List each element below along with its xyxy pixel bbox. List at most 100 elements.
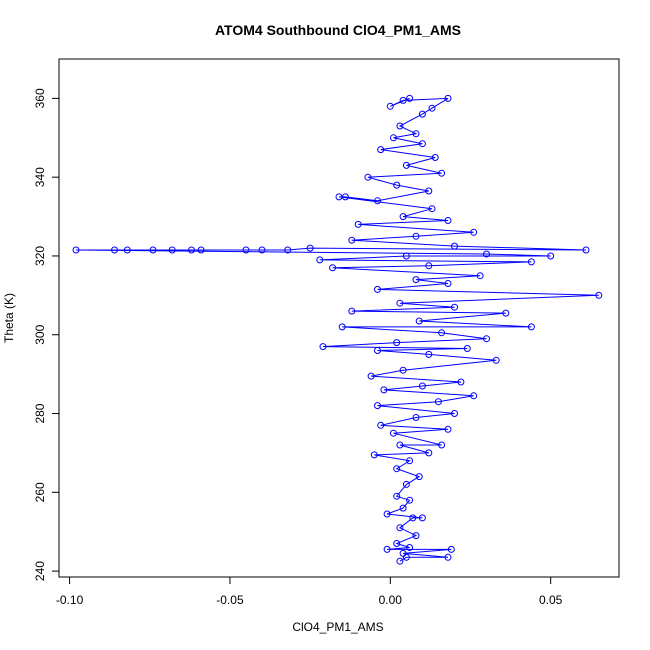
data-point xyxy=(319,343,327,351)
data-point xyxy=(415,317,423,325)
data-point xyxy=(457,378,465,386)
data-point xyxy=(72,246,80,254)
data-point xyxy=(374,402,381,410)
data-point xyxy=(396,524,404,532)
data-point xyxy=(428,104,436,112)
data-point xyxy=(438,329,446,337)
data-point xyxy=(547,252,555,260)
data-point xyxy=(428,205,436,213)
data-point xyxy=(386,102,394,110)
data-point xyxy=(444,553,452,561)
data-point xyxy=(406,94,414,102)
data-point xyxy=(380,386,388,394)
data-point xyxy=(393,465,401,473)
y-axis-label: Theta (K) xyxy=(2,293,16,343)
y-tick-label: 360 xyxy=(33,88,47,108)
data-point xyxy=(393,181,401,189)
data-point xyxy=(527,323,535,331)
data-point xyxy=(348,236,356,244)
x-tick-label: 0.05 xyxy=(539,593,563,607)
data-points xyxy=(72,94,603,565)
data-point xyxy=(284,246,292,254)
data-point xyxy=(492,356,500,364)
data-point xyxy=(451,410,458,417)
data-series xyxy=(72,94,603,565)
data-point xyxy=(425,449,433,457)
data-point xyxy=(418,110,426,118)
x-tick-label: -0.05 xyxy=(216,593,244,607)
data-point xyxy=(402,480,410,488)
data-point xyxy=(418,382,426,390)
x-axis: -0.10 -0.05 0.00 0.05 xyxy=(56,576,563,607)
data-point xyxy=(399,96,407,104)
data-point xyxy=(434,398,442,406)
data-point xyxy=(370,451,378,459)
data-point xyxy=(418,140,426,148)
data-point xyxy=(390,134,397,142)
data-point xyxy=(306,244,314,252)
plot-area-frame xyxy=(58,58,620,578)
data-point xyxy=(476,272,484,280)
data-point xyxy=(402,252,410,260)
data-point xyxy=(412,130,420,138)
data-point xyxy=(406,457,414,465)
data-point xyxy=(374,285,381,293)
data-point xyxy=(444,217,452,224)
y-tick-label: 300 xyxy=(33,324,47,344)
data-point xyxy=(444,94,452,102)
data-point xyxy=(470,392,478,400)
data-point xyxy=(470,228,478,236)
y-axis: 240 260 280 300 320 340 360 xyxy=(33,88,60,581)
data-point xyxy=(197,246,205,254)
data-point xyxy=(438,169,446,177)
data-point xyxy=(393,339,401,347)
data-point xyxy=(123,246,131,254)
data-point xyxy=(383,510,391,518)
data-point xyxy=(242,246,250,254)
data-point xyxy=(399,504,407,512)
data-point xyxy=(463,345,471,352)
y-tick-label: 240 xyxy=(33,561,47,581)
data-point xyxy=(399,549,407,557)
data-point xyxy=(451,303,458,311)
data-point xyxy=(412,532,420,540)
x-axis-label: ClO4_PM1_AMS xyxy=(292,620,383,634)
y-tick-label: 320 xyxy=(33,246,47,266)
data-point xyxy=(447,545,455,553)
data-point xyxy=(483,250,490,258)
data-point xyxy=(399,213,407,221)
data-point xyxy=(527,258,535,266)
data-point xyxy=(595,291,603,299)
data-point xyxy=(348,307,356,315)
data-point xyxy=(399,366,407,374)
data-point xyxy=(412,276,420,284)
data-point xyxy=(412,232,420,240)
y-tick-label: 280 xyxy=(33,403,47,423)
data-point xyxy=(341,193,349,201)
data-point xyxy=(444,425,452,433)
data-point xyxy=(367,372,375,380)
data-point xyxy=(374,197,381,205)
data-point xyxy=(406,544,414,551)
data-point xyxy=(438,441,446,449)
data-point xyxy=(111,246,118,254)
data-point xyxy=(393,540,401,547)
data-point xyxy=(582,246,590,254)
data-point xyxy=(396,122,404,130)
data-point xyxy=(444,280,452,287)
x-tick-label: 0.00 xyxy=(379,593,403,607)
chart-title: ATOM4 Southbound ClO4_PM1_AMS xyxy=(215,22,461,38)
data-point xyxy=(396,557,404,565)
data-point xyxy=(418,514,426,522)
data-point xyxy=(188,246,195,254)
data-point xyxy=(502,309,510,317)
data-point xyxy=(425,262,433,270)
data-point xyxy=(316,256,324,264)
data-point xyxy=(409,514,417,522)
data-point xyxy=(451,242,458,250)
data-point xyxy=(396,441,404,449)
data-point xyxy=(412,414,420,421)
data-point xyxy=(415,473,423,481)
data-point xyxy=(258,246,266,254)
